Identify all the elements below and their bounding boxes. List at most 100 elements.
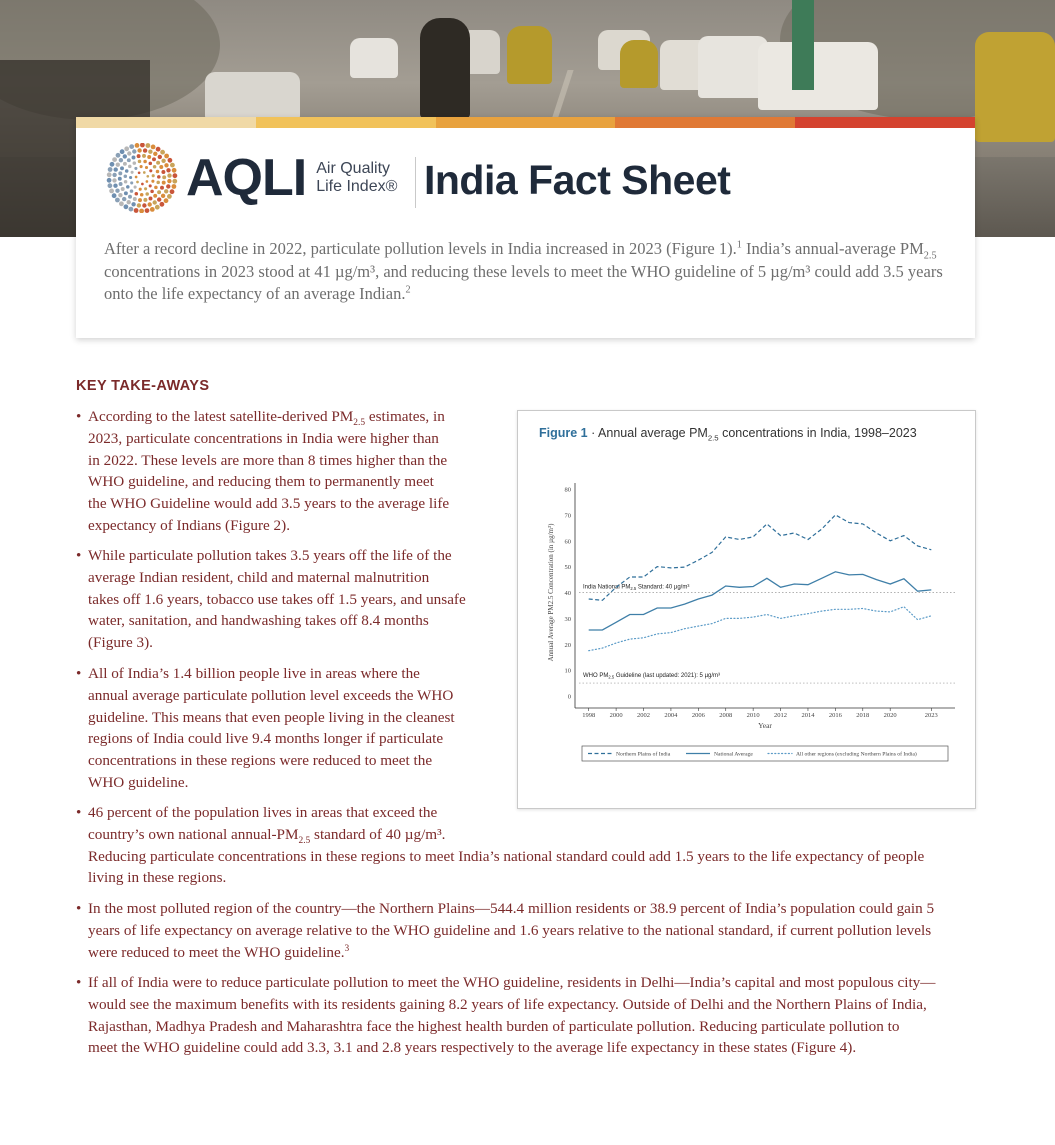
x-tick-label: 2008 bbox=[719, 712, 732, 719]
page-title: India Fact Sheet bbox=[424, 157, 731, 203]
logo-dot bbox=[156, 160, 161, 165]
color-bar-segment bbox=[435, 117, 616, 128]
logo-dot bbox=[159, 201, 165, 207]
y-tick-label: 20 bbox=[565, 642, 572, 649]
logo-dot bbox=[139, 165, 143, 169]
key-takeaways-heading: KEY TAKE-AWAYS bbox=[76, 378, 210, 394]
logo-dot bbox=[123, 174, 128, 179]
logo-dot bbox=[153, 151, 158, 156]
logo-dot bbox=[152, 157, 156, 162]
logo-dot bbox=[157, 175, 161, 179]
takeaway-text-part: Reducing particulate concentrations in t… bbox=[88, 847, 925, 865]
logo-dot bbox=[129, 144, 135, 149]
logo-dot bbox=[161, 158, 166, 163]
footnote-ref: 3 bbox=[344, 943, 350, 954]
logo-dot bbox=[164, 189, 169, 194]
takeaway-text: While particulate pollution takes 3.5 ye… bbox=[88, 545, 478, 654]
logo-dot bbox=[134, 143, 140, 148]
logo-dot bbox=[136, 203, 142, 208]
brand-subtitle: Air Quality Life Index® bbox=[316, 160, 397, 196]
logo-dot bbox=[115, 188, 120, 193]
footnote-ref: 1 bbox=[736, 239, 742, 251]
logo-dot bbox=[167, 157, 173, 163]
logo-dot bbox=[172, 178, 178, 184]
figure-number: Figure 1 bbox=[539, 426, 588, 440]
takeaway-text-part: were reduced to meet the WHO guideline. bbox=[88, 943, 345, 961]
logo-dot bbox=[117, 176, 122, 181]
series-line bbox=[588, 571, 932, 631]
logo-dot bbox=[133, 208, 139, 213]
x-tick-label: 2020 bbox=[884, 712, 897, 719]
logo-dot bbox=[123, 204, 129, 210]
logo-dot bbox=[138, 198, 142, 203]
logo-dot bbox=[166, 184, 171, 189]
logo-dot bbox=[155, 146, 161, 152]
takeaway-text-part: (Figure 3). bbox=[88, 634, 153, 652]
bullet-dot: • bbox=[76, 547, 82, 564]
takeaway-text-part: While particulate pollution takes 3.5 ye… bbox=[88, 547, 452, 564]
takeaway-item: • 46 percent of the population lives in … bbox=[76, 802, 975, 892]
logo-dot bbox=[167, 178, 172, 184]
logo-dot bbox=[113, 167, 118, 172]
logo-dot bbox=[124, 146, 130, 152]
pm-subscript: 2.5 bbox=[298, 835, 311, 846]
logo-dot bbox=[118, 193, 123, 198]
x-axis-label: Year bbox=[758, 721, 772, 730]
logo-dot bbox=[128, 164, 132, 169]
bullet-dot: • bbox=[76, 974, 82, 991]
takeaway-text-part: concentrations in these regions were red… bbox=[88, 752, 433, 770]
logo-dot bbox=[153, 193, 158, 198]
legend-box bbox=[581, 745, 949, 762]
legend-label: National Average bbox=[714, 752, 753, 758]
intro-text-1: After a record decline in 2022, particul… bbox=[104, 239, 737, 258]
takeaway-text-part: meet the WHO guideline could add 3.3, 3.… bbox=[88, 1039, 857, 1057]
logo-dot bbox=[115, 162, 120, 167]
logo-dot bbox=[148, 196, 153, 201]
y-tick-label: 50 bbox=[565, 564, 572, 571]
takeaway-text-part: average Indian resident, child and mater… bbox=[88, 568, 430, 586]
logo-dot bbox=[142, 203, 147, 208]
logo-dot bbox=[122, 196, 127, 202]
logo-dot bbox=[119, 201, 124, 207]
title-card: AQLI Air Quality Life Index® India Fact … bbox=[76, 117, 975, 338]
logo-dot bbox=[131, 155, 136, 160]
takeaway-item: • According to the latest satellite-deri… bbox=[76, 406, 476, 536]
x-tick-label: 2010 bbox=[747, 712, 760, 719]
logo-dot bbox=[137, 148, 142, 153]
logo-dot bbox=[166, 168, 171, 173]
logo-dot bbox=[115, 197, 120, 203]
pm-subscript: 2.5 bbox=[923, 250, 937, 262]
logo-dot bbox=[157, 190, 162, 195]
takeaway-text-part: annual average particulate pollution lev… bbox=[88, 686, 454, 704]
logo-dot bbox=[106, 177, 112, 183]
logo-dot bbox=[144, 208, 150, 213]
dot-globe-icon bbox=[106, 143, 178, 213]
takeaway-text-part: Rajasthan, Madhya Pradesh and Maharashtr… bbox=[88, 1017, 900, 1035]
logo-dot bbox=[139, 193, 144, 197]
bullet-dot: • bbox=[76, 408, 82, 425]
takeaway-text-part: 46 percent of the population lives in ar… bbox=[88, 804, 438, 821]
y-tick-label: 0 bbox=[568, 694, 571, 701]
logo-dot bbox=[149, 169, 153, 173]
logo-dot bbox=[129, 175, 133, 180]
logo-dot bbox=[164, 163, 169, 168]
logo-dot bbox=[148, 149, 153, 154]
logo-dot bbox=[133, 185, 137, 189]
brand-subtitle-line-1: Air Quality bbox=[316, 160, 391, 177]
logo-dot bbox=[132, 197, 137, 201]
logo-dot bbox=[169, 189, 175, 195]
logo-dot bbox=[144, 187, 148, 191]
logo-dot bbox=[106, 172, 112, 178]
logo-dot bbox=[120, 166, 124, 171]
takeaway-text-part: 2023, particulate concentrations in Indi… bbox=[88, 429, 439, 447]
takeaway-item: • All of India’s 1.4 billion people live… bbox=[76, 663, 476, 795]
logo-dot bbox=[172, 173, 178, 179]
logo-dot bbox=[140, 143, 145, 148]
logo-dot bbox=[118, 158, 124, 163]
logo-dot bbox=[126, 158, 131, 163]
logo-dot bbox=[148, 184, 152, 188]
logo-dot bbox=[137, 159, 142, 164]
x-tick-label: 2004 bbox=[664, 712, 678, 719]
logo-dot bbox=[160, 193, 166, 198]
logo-dot bbox=[112, 172, 117, 178]
